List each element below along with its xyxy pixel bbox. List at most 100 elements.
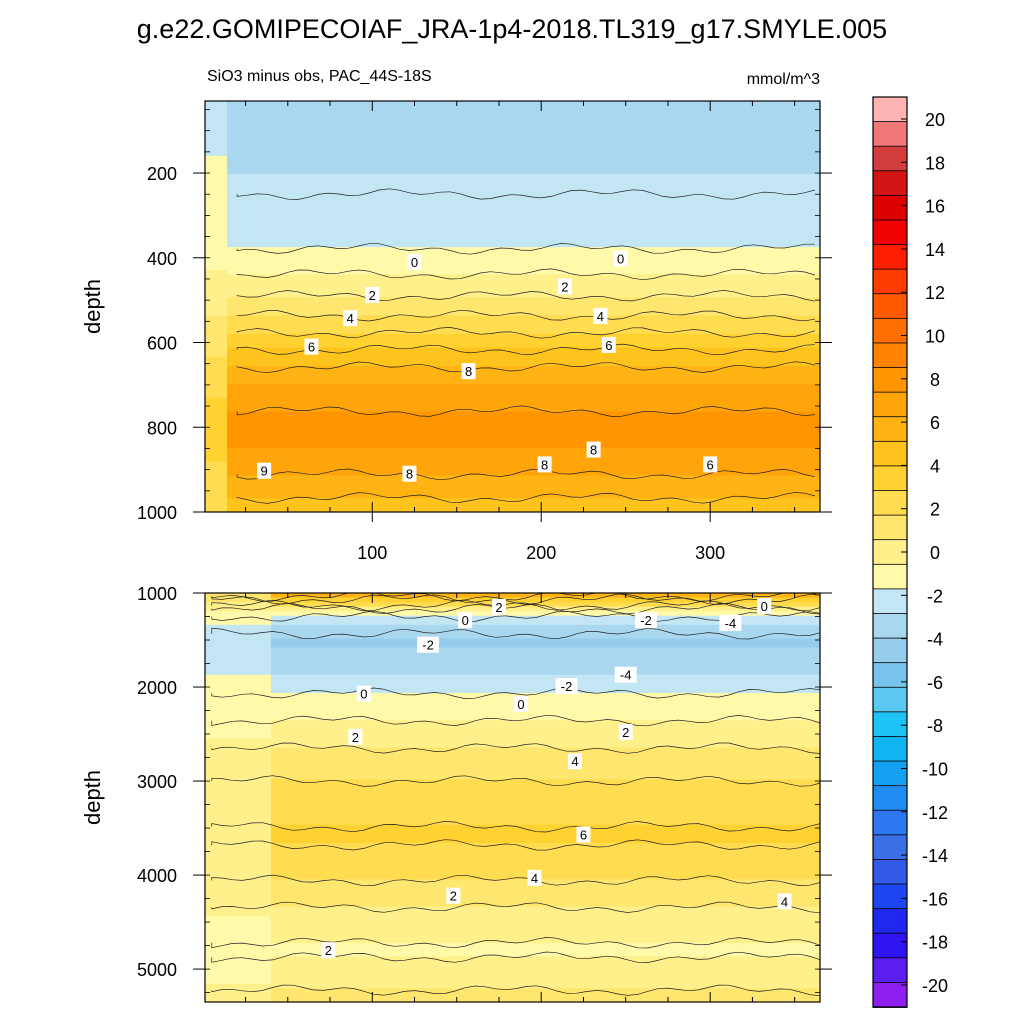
contour-line <box>236 361 815 374</box>
field-band <box>205 852 820 858</box>
contour-label: 2 <box>325 943 332 958</box>
field-band <box>205 670 820 676</box>
field-band-west <box>205 952 271 958</box>
colorbar-swatch <box>872 317 908 344</box>
y-tick-label: 1000 <box>137 584 177 604</box>
field-band <box>205 196 820 203</box>
colorbar-swatch <box>872 637 908 664</box>
y-tick-label: 1000 <box>137 503 177 523</box>
field-band <box>205 897 820 903</box>
field-band <box>205 979 820 985</box>
field-band <box>205 315 820 321</box>
field-band-west <box>205 629 271 635</box>
field-band <box>205 333 820 340</box>
field-band <box>205 965 820 971</box>
field-band-west <box>205 448 227 454</box>
contour-line <box>211 775 820 787</box>
x-tick-label: 100 <box>357 543 387 563</box>
field-band-west <box>205 729 271 735</box>
field-band <box>205 752 820 758</box>
colorbar-tick-label: -10 <box>922 760 948 780</box>
field-band <box>205 788 820 794</box>
field-band <box>205 475 820 481</box>
field-band-west <box>205 187 227 193</box>
field-band <box>205 988 820 994</box>
field-band <box>205 674 820 680</box>
contour-label: 8 <box>465 364 472 379</box>
field-band <box>205 633 820 640</box>
colorbar-tick-label: -2 <box>927 586 943 606</box>
field-band <box>205 765 820 771</box>
field-band <box>205 128 820 134</box>
field-band <box>205 856 820 862</box>
colorbar-swatch <box>872 563 908 590</box>
contour-label: 4 <box>347 311 354 326</box>
colorbar-tick-label: -8 <box>927 716 943 736</box>
field-band <box>205 402 820 408</box>
field-band-west <box>205 420 227 426</box>
field-band <box>205 224 820 230</box>
contour-label: 2 <box>495 600 502 615</box>
field-band-west <box>205 142 227 148</box>
field-band <box>205 620 820 626</box>
field-band-west <box>205 265 227 271</box>
field-band-west <box>205 738 271 744</box>
contour-line <box>236 343 815 356</box>
field-band <box>205 206 820 212</box>
field-band <box>205 256 820 262</box>
colorbar-swatch <box>872 785 908 812</box>
field-band-west <box>205 498 227 504</box>
field-band <box>205 493 820 499</box>
colorbar-tick-label: 0 <box>930 543 940 563</box>
contour-label-bg <box>576 826 591 843</box>
field-band-west <box>205 742 271 749</box>
field-band <box>205 283 820 289</box>
field-band <box>205 365 820 372</box>
field-band-west <box>205 997 271 1002</box>
field-band-west <box>205 761 271 767</box>
field-band-west <box>205 343 227 349</box>
field-band-west <box>205 224 227 230</box>
field-band <box>205 947 820 953</box>
field-band-west <box>205 824 271 830</box>
field-band-west <box>205 665 271 671</box>
contour-line <box>211 714 820 727</box>
y-tick-label: 5000 <box>137 960 177 980</box>
field-band <box>205 178 820 184</box>
contour-line <box>211 984 820 996</box>
field-band <box>205 756 820 762</box>
figure-title: g.e22.GOMIPECOIAF_JRA-1p4-2018.TL319_g17… <box>137 14 887 44</box>
colorbar-tick-label: 14 <box>925 240 945 260</box>
field-band <box>205 715 820 721</box>
contour-line <box>211 821 820 833</box>
field-band <box>205 164 820 171</box>
field-band <box>205 352 820 358</box>
contour-label: 0 <box>761 599 768 614</box>
field-band-west <box>205 388 227 394</box>
field-band <box>205 279 820 285</box>
contour-label: 4 <box>781 894 788 909</box>
colorbar-tick-label: 18 <box>925 153 945 173</box>
field-band <box>205 356 820 362</box>
contour-label-bg <box>555 678 578 695</box>
field-band-west <box>205 965 271 971</box>
contour-line <box>211 742 820 754</box>
field-band-west <box>205 201 227 207</box>
field-band-west <box>205 132 227 139</box>
colorbar-tick-label: -14 <box>922 846 948 866</box>
field-band <box>205 815 820 821</box>
field-band <box>205 861 820 867</box>
field <box>205 101 820 512</box>
field-band-west <box>205 397 227 403</box>
field-band <box>205 638 820 644</box>
contour-label: 8 <box>590 443 597 458</box>
field-band <box>205 906 820 912</box>
field-band-west <box>205 770 271 776</box>
field-band <box>205 924 820 930</box>
field-band-west <box>205 792 271 799</box>
field-band-west <box>205 974 271 980</box>
field-band-west <box>205 947 271 953</box>
field-band-west <box>205 251 227 257</box>
y-axis-label: depth <box>80 279 105 334</box>
